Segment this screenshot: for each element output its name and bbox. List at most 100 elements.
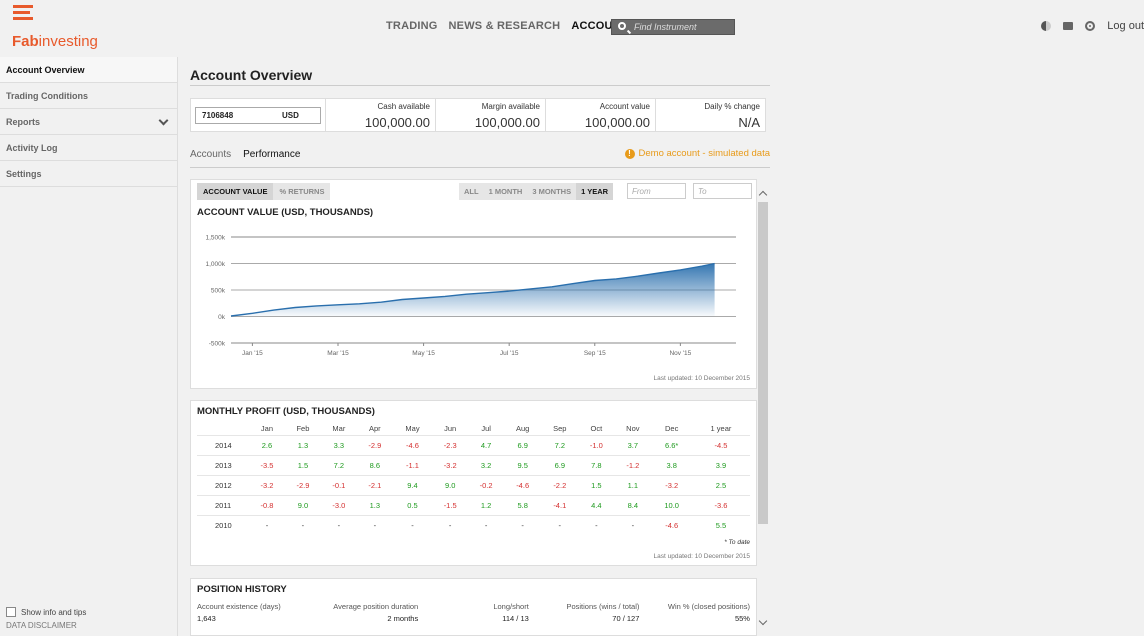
column-header: Jul	[481, 423, 491, 433]
profit-cell: 7.2	[320, 454, 357, 475]
profit-cell: 1.5	[284, 454, 321, 475]
year-cell: 2010	[197, 514, 249, 535]
profit-cell: 1.1	[614, 474, 652, 495]
x-tick-label: May '15	[412, 350, 435, 357]
stat-cash-available: Cash available 100,000.00	[326, 98, 436, 132]
mode-account-value[interactable]: ACCOUNT VALUE	[197, 183, 274, 200]
sidebar-item-reports[interactable]: Reports	[0, 109, 177, 135]
sidebar-item-trading-conditions[interactable]: Trading Conditions	[0, 83, 177, 109]
chevron-down-icon[interactable]	[158, 115, 169, 126]
profit-cell: 6.9	[504, 434, 542, 455]
profit-cell: 6.6*	[651, 434, 692, 455]
position-history-title: POSITION HISTORY	[197, 584, 287, 595]
scroll-down-icon[interactable]	[758, 616, 768, 626]
stat-account-value: Account value 100,000.00	[546, 98, 656, 132]
profit-cell: -2.9	[356, 434, 393, 455]
profit-cell: -1.1	[392, 454, 433, 475]
scrollbar[interactable]	[757, 184, 769, 636]
profit-cell: -4.6	[392, 434, 433, 455]
profit-cell: 3.7	[614, 434, 652, 455]
profit-cell: -	[249, 514, 285, 535]
position-history-values: 1,643 2 months 114 / 13 70 / 127 55%	[197, 614, 750, 623]
info-icon: !	[624, 148, 635, 159]
column-header: May	[405, 423, 420, 433]
sidebar-item-settings[interactable]: Settings	[0, 161, 177, 187]
brand-logo[interactable]: Fabinvesting	[12, 33, 98, 50]
table-row: 2013 -3.5 1.5 7.2 8.6 -1.1 -3.2 3.2 9.5 6.9 7.8 -1.…	[197, 454, 750, 475]
stat-daily-change: Daily % change N/A	[656, 98, 766, 132]
nav-trading[interactable]: TRADING	[386, 20, 438, 32]
logout-link[interactable]: Log out	[1107, 20, 1144, 32]
column-header: Mar	[332, 423, 346, 433]
gear-icon[interactable]	[1085, 21, 1096, 31]
profit-cell: -3.2	[249, 474, 285, 495]
table-row: 2010- - - - - - - - - - - -4.6 5.5	[197, 514, 750, 535]
account-value-line	[230, 262, 715, 317]
column-header: Jun	[444, 423, 457, 433]
mode-returns[interactable]: % RETURNS	[279, 187, 325, 196]
year-cell: 2012	[197, 474, 249, 495]
profit-cell: 9.0	[432, 474, 469, 495]
profit-cell: 8.4	[614, 494, 652, 515]
tab-performance[interactable]: Performance	[243, 149, 301, 160]
profit-cell: 2.6	[249, 434, 285, 455]
menu-icon[interactable]	[13, 5, 33, 21]
range-all[interactable]: ALL	[464, 187, 479, 196]
column-header: Nov	[626, 423, 640, 433]
profit-cell: -0.2	[468, 474, 505, 495]
account-value-chart: 1,500k 1,000k 500k 0k -500k Jan '15 Mar '15 Ma…	[205, 235, 736, 357]
profit-cell: -	[356, 514, 393, 535]
range-1-year[interactable]: 1 YEAR	[576, 183, 614, 200]
profit-cell: -1.5	[432, 494, 469, 515]
data-disclaimer-link[interactable]: DATA DISCLAIMER	[6, 621, 77, 630]
chart-title: ACCOUNT VALUE (USD, THOUSANDS)	[197, 207, 374, 218]
position-history-panel: POSITION HISTORY Account existence (days…	[190, 578, 757, 636]
profit-cell: 7.8	[578, 454, 615, 475]
y-tick-label: 500k	[211, 288, 226, 295]
account-selector[interactable]: 7106848 USD	[190, 98, 326, 132]
sidebar-item-activity-log[interactable]: Activity Log	[0, 135, 177, 161]
top-right-actions: Log out	[1041, 20, 1144, 32]
profit-cell: -0.8	[249, 494, 285, 515]
profit-cell: -3.5	[249, 454, 285, 475]
profit-cell: -1.0	[578, 434, 615, 455]
profit-cell: 3.8	[651, 454, 692, 475]
scroll-up-icon[interactable]	[758, 190, 768, 200]
column-header: Oct	[590, 423, 603, 433]
profit-cell: -4.5	[691, 434, 750, 455]
y-tick-label: 1,000k	[205, 261, 225, 268]
mail-icon[interactable]	[1063, 22, 1074, 30]
profit-cell: 3.2	[468, 454, 505, 475]
account-value-area	[231, 263, 715, 317]
profit-cell: 9.0	[284, 494, 321, 515]
search-input[interactable]: Find Instrument	[611, 19, 735, 35]
nav-news-research[interactable]: NEWS & RESEARCH	[448, 20, 561, 32]
profit-cell: -	[392, 514, 433, 535]
x-tick-label: Nov '15	[669, 350, 691, 357]
scroll-thumb[interactable]	[758, 202, 768, 524]
sidebar-item-account-overview[interactable]: Account Overview	[0, 57, 177, 83]
profit-cell: 4.4	[578, 494, 615, 515]
contrast-icon[interactable]	[1041, 21, 1052, 31]
profit-cell: -3.2	[651, 474, 692, 495]
range-1-month[interactable]: 1 MONTH	[488, 187, 523, 196]
from-date-input[interactable]: From	[627, 183, 686, 199]
y-tick-label: 0k	[218, 314, 226, 321]
range-3-months[interactable]: 3 MONTHS	[532, 187, 572, 196]
y-tick-label: -500k	[209, 341, 226, 348]
to-date-input[interactable]: To	[693, 183, 752, 199]
tab-accounts[interactable]: Accounts	[190, 149, 232, 160]
account-value-panel: ACCOUNT VALUE % RETURNS ALL 1 MONTH 3 MO…	[190, 179, 757, 389]
search-icon	[618, 22, 626, 30]
profit-cell: 3.9	[691, 454, 750, 475]
show-info-checkbox[interactable]	[6, 607, 16, 617]
monthly-title: MONTHLY PROFIT (USD, THOUSANDS)	[197, 406, 375, 417]
profit-cell: 9.4	[392, 474, 433, 495]
position-history-headers: Account existence (days) Average positio…	[197, 602, 750, 611]
column-header: Aug	[515, 423, 530, 433]
monthly-footnote: * To date	[724, 539, 750, 546]
demo-notice: ! Demo account - simulated data	[624, 148, 770, 159]
column-header: Sep	[553, 423, 567, 433]
sidebar: Account Overview Trading Conditions Repo…	[0, 57, 178, 636]
profit-cell: -0.1	[320, 474, 357, 495]
